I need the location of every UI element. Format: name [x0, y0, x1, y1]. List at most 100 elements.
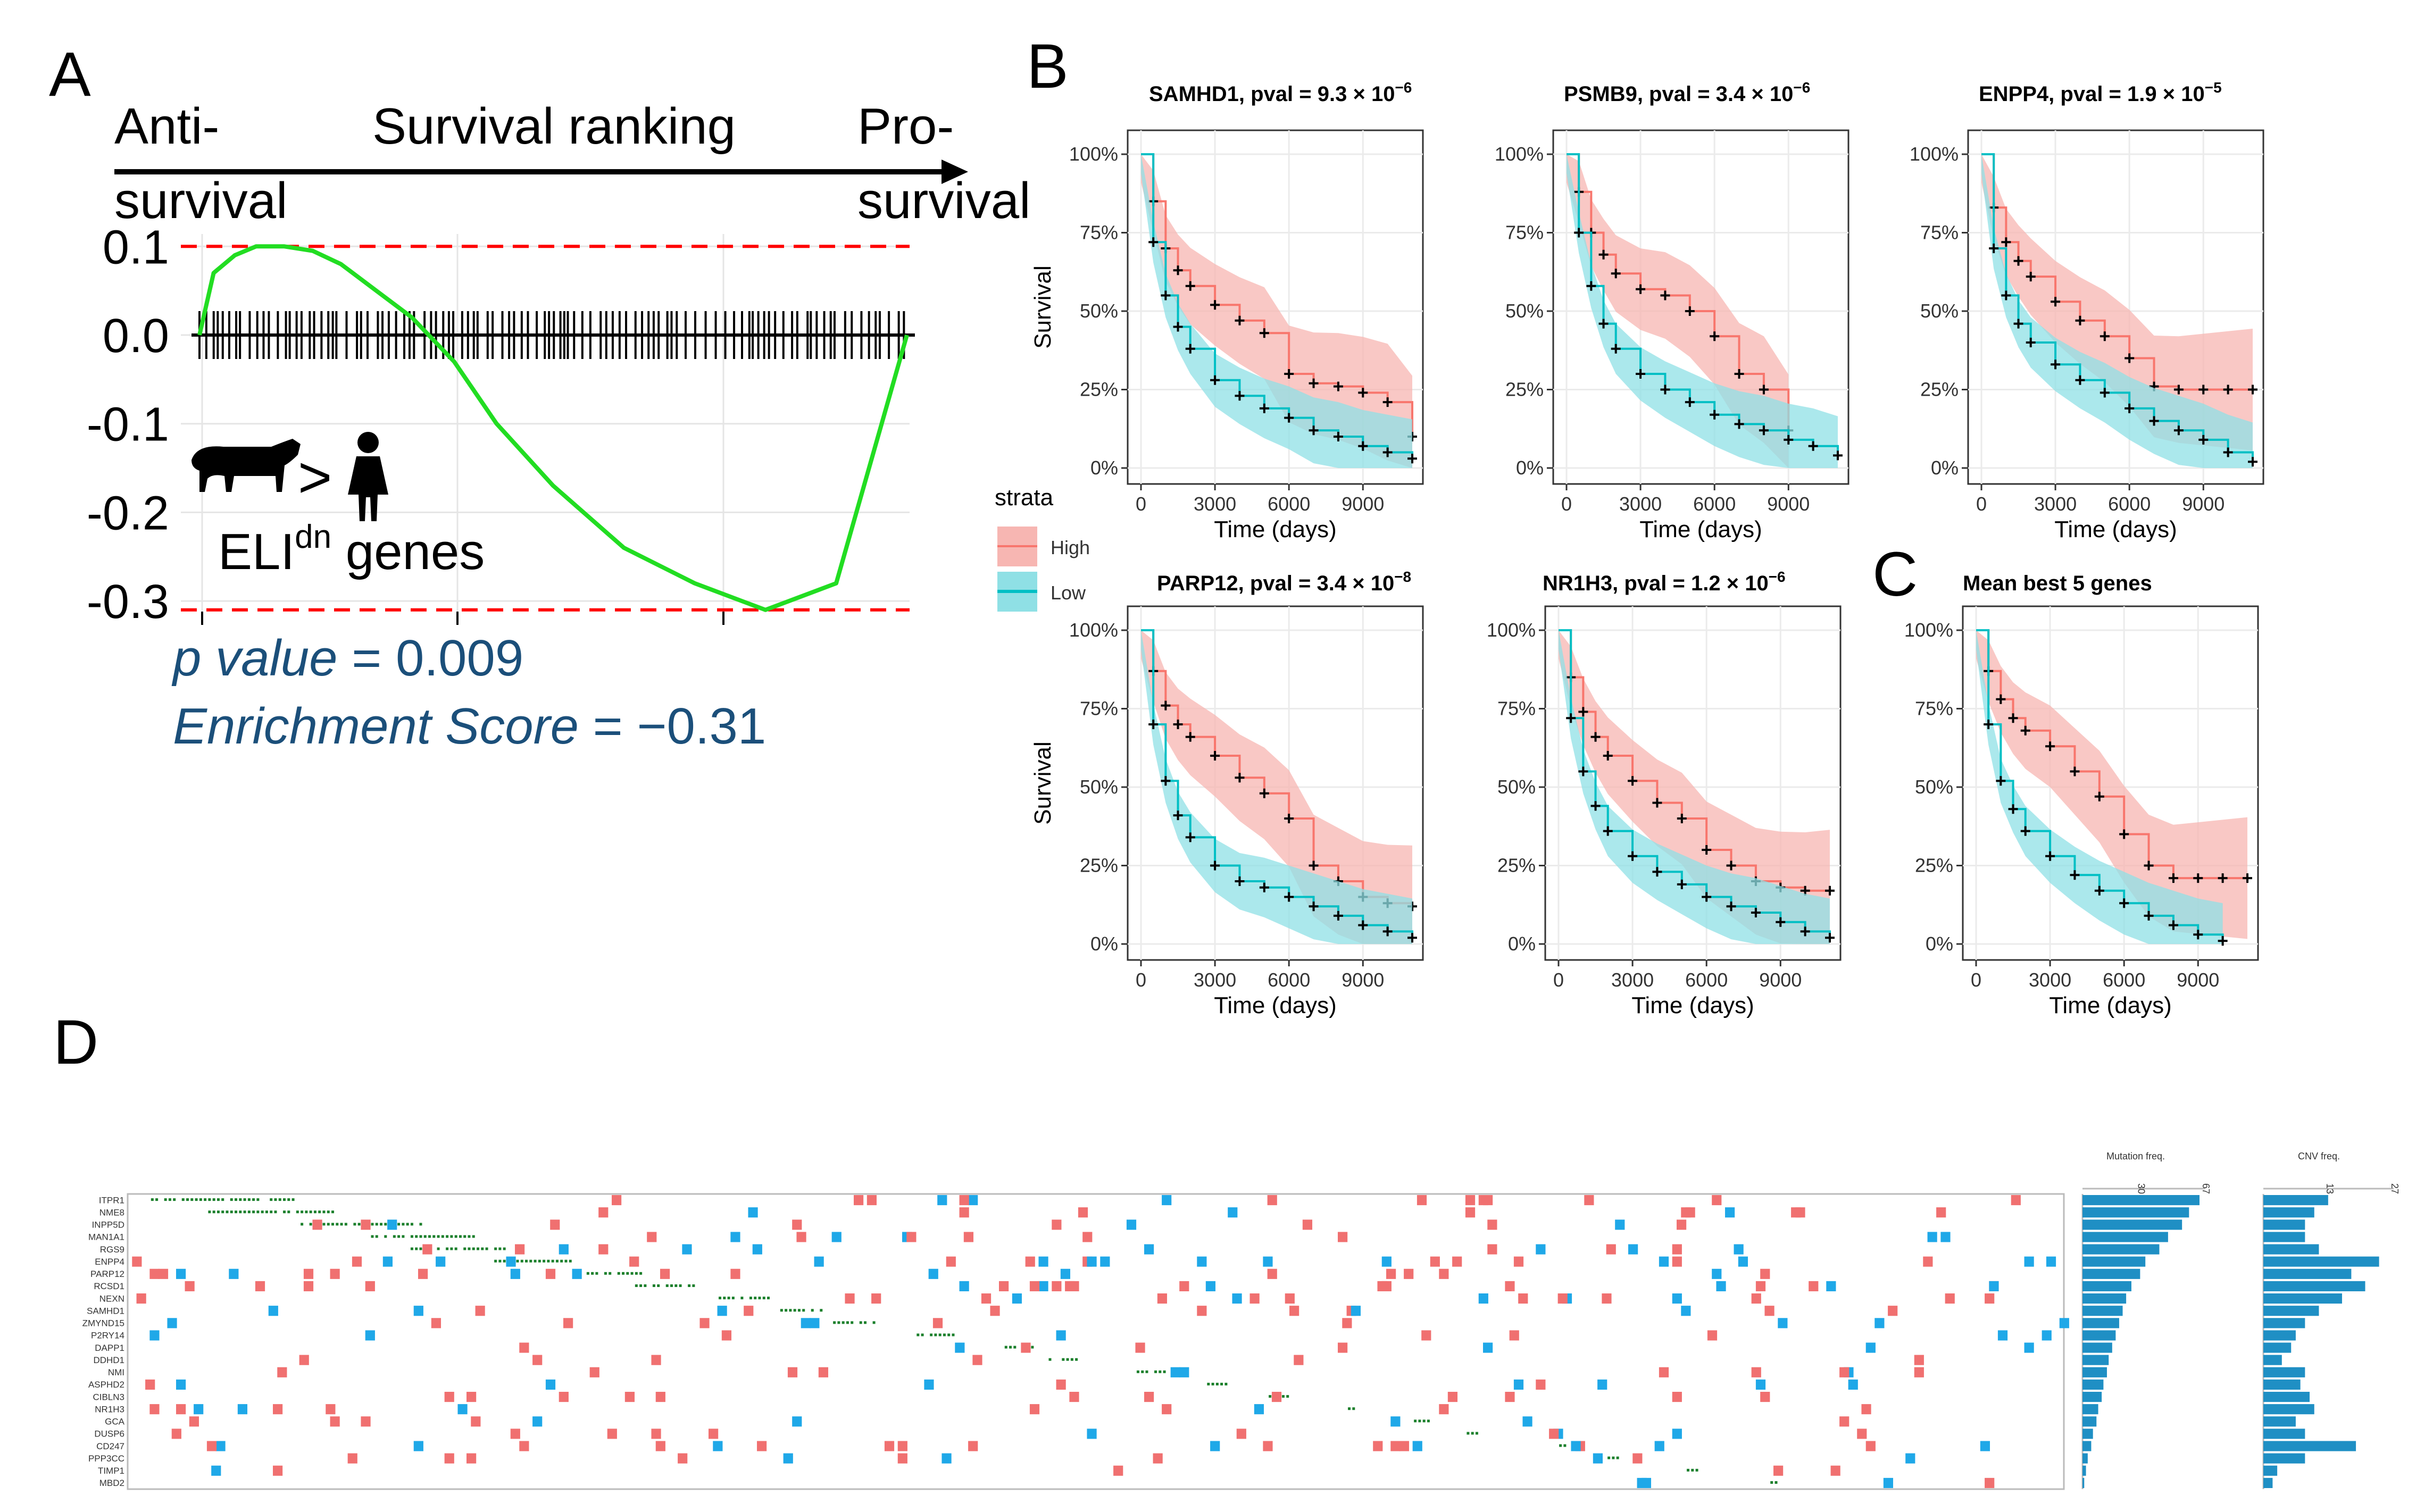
- km-xtick-label: 9000: [1342, 969, 1384, 991]
- cnv-cell: [1857, 1429, 1867, 1439]
- cnv-cell: [299, 1355, 309, 1365]
- cnv-bar: [2263, 1207, 2314, 1218]
- censor-mark: [2075, 375, 2085, 385]
- cnv-cell: [506, 1256, 516, 1267]
- mutation-dot: [591, 1272, 594, 1275]
- censor-mark: [1185, 281, 1195, 291]
- mutation-dot: [1224, 1382, 1228, 1385]
- censor-mark: [1309, 378, 1319, 388]
- oncoprint-gene-label: GCA: [105, 1417, 125, 1427]
- censor-mark: [1685, 397, 1695, 407]
- cnv-bar: [2263, 1306, 2319, 1316]
- mutation-dot: [1563, 1444, 1567, 1447]
- cnv-cell: [1509, 1330, 1519, 1341]
- cnv-cell: [1342, 1318, 1352, 1329]
- cnv-bar: [2263, 1256, 2379, 1267]
- mutation-dot: [719, 1297, 722, 1300]
- mutation-dot: [1607, 1456, 1611, 1459]
- km-title-exp: −5: [2205, 79, 2222, 96]
- mutation-dot: [454, 1247, 457, 1250]
- mutation-dot: [1422, 1419, 1426, 1423]
- cnv-bar: [2263, 1367, 2305, 1377]
- cnv-cell: [149, 1404, 160, 1415]
- censor-mark: [1759, 385, 1769, 395]
- gene-set-suffix: genes: [331, 523, 485, 580]
- mutation-dot: [498, 1247, 502, 1250]
- cnv-cell: [884, 1441, 895, 1451]
- cnv-cell: [1113, 1465, 1123, 1476]
- censor-mark: [2075, 315, 2085, 325]
- cnv-cell: [1302, 1219, 1313, 1230]
- mutation-dot: [740, 1297, 744, 1300]
- mutation-dot: [864, 1321, 867, 1324]
- km-xlabel: Time (days): [1631, 992, 1754, 1018]
- km-xtick-label: 3000: [1194, 969, 1236, 991]
- mutation-dot: [446, 1235, 449, 1238]
- mutation-dot: [547, 1259, 550, 1263]
- cnv-cell: [1672, 1293, 1682, 1304]
- oncoprint-gene-label: ITPR1: [99, 1195, 124, 1205]
- censor-mark: [1173, 720, 1183, 729]
- mutation-dot: [287, 1210, 290, 1214]
- cnv-cell: [1012, 1293, 1022, 1304]
- censor-mark: [2149, 416, 2159, 426]
- mutation-dot: [301, 1223, 304, 1226]
- mutation-dot: [1070, 1358, 1073, 1361]
- censor-mark: [1628, 776, 1638, 786]
- cnv-cell: [1285, 1293, 1295, 1304]
- enrichment-curve: [197, 244, 909, 612]
- mutation-dot: [1145, 1370, 1148, 1373]
- km-ytick-label: 75%: [1080, 698, 1118, 720]
- mutation-bar: [2082, 1232, 2168, 1242]
- cnv-cell: [510, 1268, 520, 1279]
- cnv-cell: [1716, 1281, 1726, 1291]
- mutation-dot: [164, 1198, 167, 1201]
- panel-letter-b: B: [1027, 31, 1069, 102]
- cnv-bar: [2263, 1392, 2310, 1402]
- censor-mark: [1161, 700, 1171, 711]
- censor-mark: [2094, 791, 2104, 801]
- cnv-cell: [1404, 1268, 1414, 1279]
- mutation-dot: [833, 1321, 836, 1324]
- cnv-cell: [963, 1232, 974, 1242]
- cnv-cell: [787, 1367, 798, 1377]
- cnv-cell: [629, 1256, 639, 1267]
- mutation-dot: [1616, 1456, 1619, 1459]
- cnv-cell: [2046, 1256, 2056, 1267]
- cnv-cell: [1056, 1379, 1066, 1390]
- cnv-cell: [1914, 1367, 1924, 1377]
- km-xtick-label: 9000: [2177, 969, 2219, 991]
- mutation-bar: [2082, 1429, 2093, 1439]
- cnv-cell: [1254, 1404, 1264, 1415]
- mutation-dot: [1427, 1419, 1430, 1423]
- mutation-dot: [657, 1284, 660, 1287]
- cnv-cell: [1980, 1441, 1990, 1451]
- enrichment-score-label: Enrichment Score: [173, 698, 579, 755]
- cnv-cell: [550, 1219, 560, 1230]
- enrichment-score-value: = −0.31: [579, 698, 766, 755]
- cnv-cell: [1162, 1404, 1172, 1415]
- km-ytick-label: 0%: [1926, 933, 1953, 955]
- cnv-cell: [1760, 1392, 1770, 1402]
- cnv-cell: [189, 1416, 199, 1427]
- gsea-ytick-label: 0.0: [103, 310, 169, 363]
- mutation-bar: [2082, 1306, 2123, 1316]
- mutation-dot: [503, 1259, 506, 1263]
- km-xtick-label: 0: [1971, 969, 1981, 991]
- cnv-cell: [968, 1195, 978, 1206]
- cnv-cell: [1597, 1379, 1607, 1390]
- cnv-cell: [418, 1268, 428, 1279]
- cnv-cell: [1672, 1256, 1682, 1267]
- mutation-dot: [230, 1198, 233, 1201]
- cnv-cell: [255, 1281, 265, 1291]
- gsea-ytick-label: -0.2: [87, 487, 169, 540]
- mutation-dot: [235, 1210, 238, 1214]
- cnv-cell: [1087, 1429, 1097, 1439]
- cnv-cell: [1430, 1256, 1440, 1267]
- mutation-dot: [674, 1284, 678, 1287]
- cnv-cell: [972, 1355, 982, 1365]
- censor-mark: [1677, 879, 1687, 889]
- cnv-cell: [532, 1355, 543, 1365]
- cnv-cell: [1029, 1404, 1040, 1415]
- cnv-cell: [431, 1318, 441, 1329]
